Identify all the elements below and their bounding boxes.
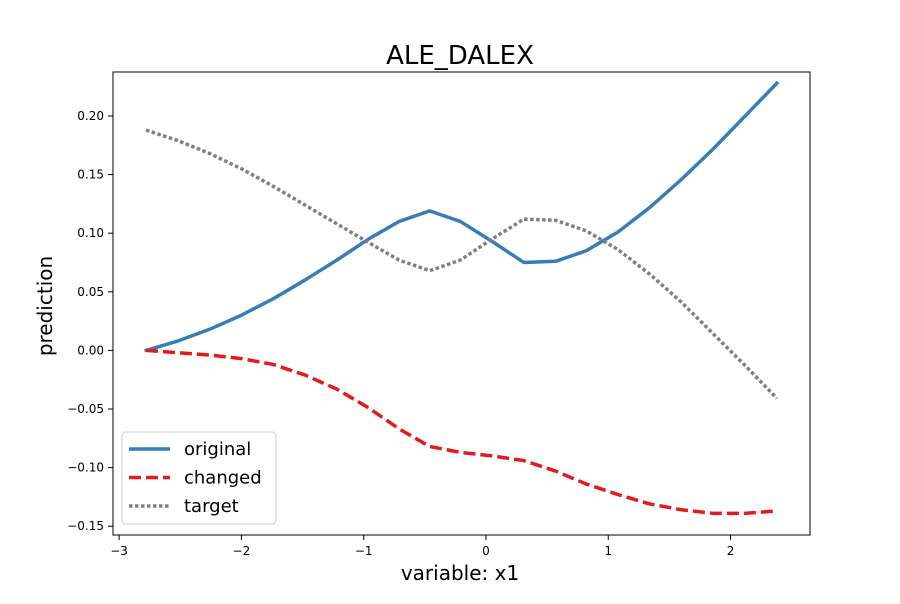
y-tick-label: −0.05: [67, 402, 104, 416]
y-tick-label: 0.05: [77, 285, 104, 299]
y-tick-label: 0.00: [77, 343, 104, 357]
x-tick-label: 2: [727, 544, 735, 558]
y-tick-label: 0.10: [77, 226, 104, 240]
axes: −3 −2 −1 0 1 2 −0.15 −0.10 −0.05 0.00 0.05 0.10 0.15…: [67, 71, 811, 558]
x-tick-label: −2: [233, 544, 251, 558]
x-tick-label: −3: [110, 544, 128, 558]
x-tick-label: −1: [355, 544, 373, 558]
legend: original changed target: [121, 431, 277, 525]
y-tick-label: 0.15: [77, 168, 104, 182]
series-line-original: [144, 81, 779, 353]
y-tick-label: −0.15: [67, 519, 104, 533]
x-tick-label: 1: [604, 544, 612, 558]
y-tick-label: 0.20: [77, 109, 104, 123]
plot-frame: [112, 71, 811, 536]
plot-area: [144, 81, 779, 516]
legend-label-original: original: [184, 439, 251, 460]
legend-label-changed: changed: [184, 468, 262, 489]
y-axis-label: prediction: [33, 256, 57, 356]
chart-title: ALE_DALEX: [386, 41, 534, 71]
y-tick-label: −0.10: [67, 461, 104, 475]
series-line-target: [145, 128, 779, 400]
x-tick-label: 0: [482, 544, 490, 558]
series-line-changed: [145, 348, 778, 516]
x-axis-label: variable: x1: [401, 561, 519, 585]
legend-box: [121, 431, 277, 525]
legend-label-target: target: [184, 496, 239, 517]
